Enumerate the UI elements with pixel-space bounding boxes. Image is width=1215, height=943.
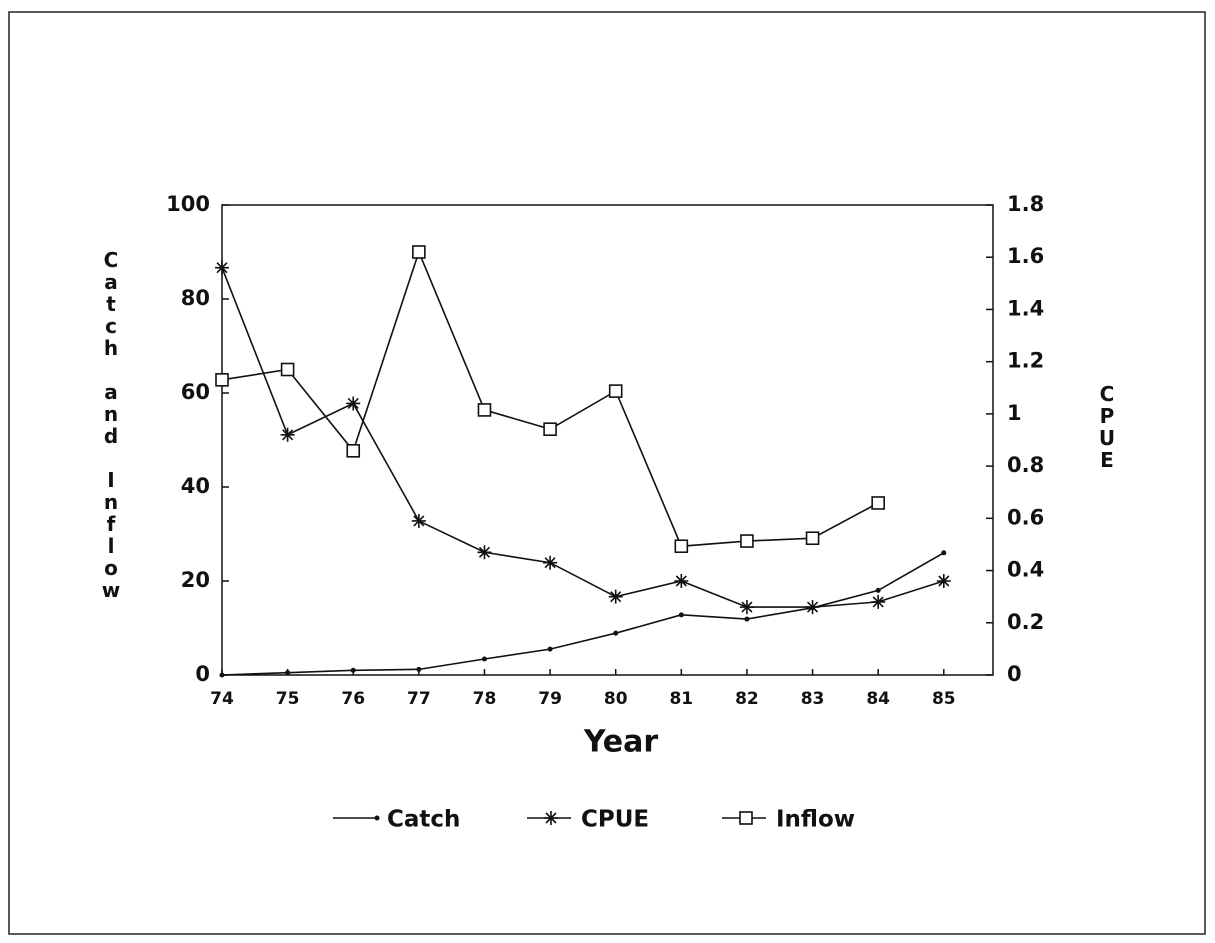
x-tick-label: 85 bbox=[932, 689, 956, 709]
point bbox=[477, 545, 492, 560]
y-tick-label: 100 bbox=[166, 192, 210, 216]
point bbox=[744, 616, 750, 622]
legend-marker bbox=[739, 811, 753, 825]
point bbox=[346, 396, 361, 411]
y2-tick-label: 1 bbox=[1007, 401, 1022, 425]
y2-tick-label: 0.4 bbox=[1007, 558, 1044, 582]
y-axis-label: Catch and Inflow bbox=[99, 248, 123, 600]
point bbox=[416, 666, 422, 672]
y2-tick-label: 1.8 bbox=[1007, 192, 1044, 216]
y2-tick-label: 1.6 bbox=[1007, 244, 1044, 268]
y2-tick-label: 0 bbox=[1007, 662, 1022, 686]
legend-marker bbox=[374, 815, 380, 821]
x-tick-label: 78 bbox=[473, 689, 497, 709]
point bbox=[543, 555, 558, 570]
x-tick-label: 81 bbox=[669, 689, 693, 709]
point bbox=[547, 646, 553, 652]
point bbox=[280, 362, 295, 377]
point bbox=[285, 670, 291, 676]
legend-label: Inflow bbox=[776, 807, 855, 833]
point bbox=[411, 513, 426, 528]
legend-marker bbox=[544, 811, 558, 825]
y-tick-label: 80 bbox=[181, 286, 210, 310]
x-tick-label: 74 bbox=[210, 689, 234, 709]
x-tick-label: 84 bbox=[866, 689, 890, 709]
point bbox=[346, 444, 361, 458]
y-tick-label: 0 bbox=[195, 662, 210, 686]
point bbox=[936, 574, 951, 588]
point bbox=[739, 600, 754, 615]
point bbox=[412, 245, 426, 259]
series-line bbox=[221, 249, 879, 548]
point bbox=[350, 667, 356, 673]
point bbox=[875, 587, 881, 593]
point bbox=[678, 612, 684, 618]
legend-label: CPUE bbox=[581, 807, 649, 833]
point bbox=[941, 550, 947, 556]
x-axis-label: Year bbox=[583, 725, 659, 760]
point bbox=[477, 403, 492, 417]
point bbox=[613, 630, 619, 636]
point bbox=[280, 427, 295, 442]
x-tick-label: 80 bbox=[604, 689, 628, 709]
point bbox=[740, 534, 754, 548]
point bbox=[871, 496, 885, 510]
point bbox=[215, 260, 229, 275]
series-line bbox=[221, 552, 945, 676]
point bbox=[805, 531, 820, 546]
point bbox=[608, 384, 623, 398]
point bbox=[543, 422, 557, 436]
frame bbox=[8, 11, 1206, 935]
point bbox=[674, 539, 689, 554]
plot-area bbox=[221, 204, 994, 676]
point bbox=[871, 594, 886, 609]
y2-tick-label: 1.2 bbox=[1007, 349, 1044, 373]
x-tick-label: 76 bbox=[341, 689, 365, 709]
point bbox=[215, 373, 229, 387]
y2-axis-label: CPUE bbox=[1095, 382, 1119, 470]
x-tick-label: 75 bbox=[276, 689, 300, 709]
y2-tick-label: 0.2 bbox=[1007, 610, 1044, 634]
y2-tick-label: 0.6 bbox=[1007, 505, 1044, 529]
x-tick-label: 79 bbox=[538, 689, 562, 709]
y-tick-label: 60 bbox=[181, 380, 210, 404]
point bbox=[219, 672, 225, 678]
point bbox=[481, 656, 487, 662]
x-tick-label: 83 bbox=[801, 689, 825, 709]
y-tick-label: 20 bbox=[181, 568, 210, 592]
y2-tick-label: 1.4 bbox=[1007, 296, 1044, 320]
point bbox=[674, 574, 689, 588]
y-tick-label: 40 bbox=[181, 474, 210, 498]
x-tick-label: 82 bbox=[735, 689, 759, 709]
y2-tick-label: 0.8 bbox=[1007, 453, 1044, 477]
legend-label: Catch bbox=[387, 807, 460, 833]
point bbox=[805, 600, 820, 615]
point bbox=[608, 589, 623, 604]
series-line bbox=[221, 267, 945, 608]
x-tick-label: 77 bbox=[407, 689, 431, 709]
